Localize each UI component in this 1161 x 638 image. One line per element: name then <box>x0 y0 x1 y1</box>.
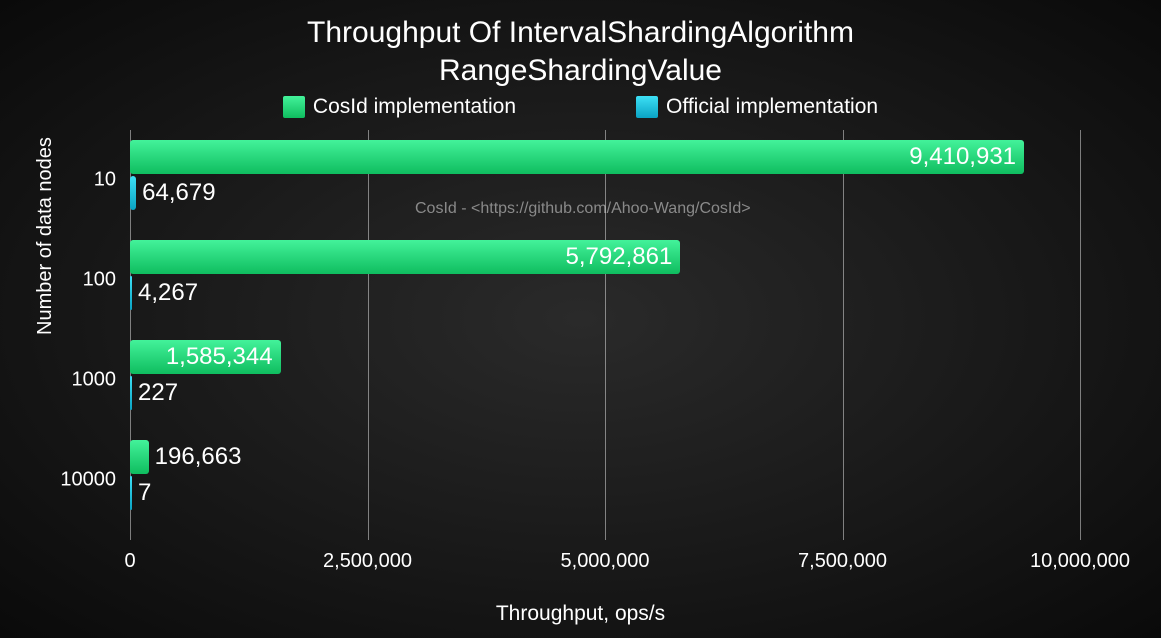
grid-line <box>1080 130 1081 540</box>
grid-line <box>605 130 606 540</box>
y-tick-label: 10000 <box>60 469 116 492</box>
x-tick-label: 0 <box>124 550 135 573</box>
bar-official <box>130 176 136 210</box>
bar-label-official: 4,267 <box>138 279 198 307</box>
bar-cosid <box>130 440 149 474</box>
title-line-2: RangeShardingValue <box>0 52 1161 90</box>
bar-label-cosid: 1,585,344 <box>166 343 273 371</box>
bar-label-cosid: 5,792,861 <box>566 243 673 271</box>
bar-label-cosid: 9,410,931 <box>909 143 1016 171</box>
x-tick-label: 5,000,000 <box>561 550 650 573</box>
legend-label-official: Official implementation <box>666 95 878 119</box>
x-axis-title: Throughput, ops/s <box>496 602 665 626</box>
title-line-1: Throughput Of IntervalShardingAlgorithm <box>0 14 1161 52</box>
swatch-cosid <box>283 96 305 118</box>
bar-official <box>130 276 132 310</box>
plot-area: 02,500,0005,000,0007,500,00010,000,00010… <box>130 130 1080 540</box>
y-tick-label: 1000 <box>72 369 117 392</box>
y-tick-label: 10 <box>94 169 116 192</box>
chart-title: Throughput Of IntervalShardingAlgorithm … <box>0 0 1161 89</box>
bar-label-official: 7 <box>138 479 151 507</box>
bar-label-official: 227 <box>138 379 178 407</box>
x-tick-label: 2,500,000 <box>323 550 412 573</box>
swatch-official <box>636 96 658 118</box>
x-tick-label: 7,500,000 <box>798 550 887 573</box>
legend: CosId implementation Official implementa… <box>0 95 1161 119</box>
legend-label-cosid: CosId implementation <box>313 95 516 119</box>
y-axis-title: Number of data nodes <box>34 137 57 335</box>
legend-item-cosid: CosId implementation <box>283 95 516 119</box>
bar-official <box>130 376 132 410</box>
bar-cosid <box>130 140 1024 174</box>
legend-item-official: Official implementation <box>636 95 878 119</box>
chart-container: Throughput Of IntervalShardingAlgorithm … <box>0 0 1161 638</box>
bar-label-official: 64,679 <box>142 179 215 207</box>
bar-official <box>130 476 132 510</box>
grid-line <box>368 130 369 540</box>
y-tick-label: 100 <box>83 269 116 292</box>
bar-label-cosid: 196,663 <box>155 443 242 471</box>
grid-line <box>843 130 844 540</box>
x-tick-label: 10,000,000 <box>1030 550 1130 573</box>
